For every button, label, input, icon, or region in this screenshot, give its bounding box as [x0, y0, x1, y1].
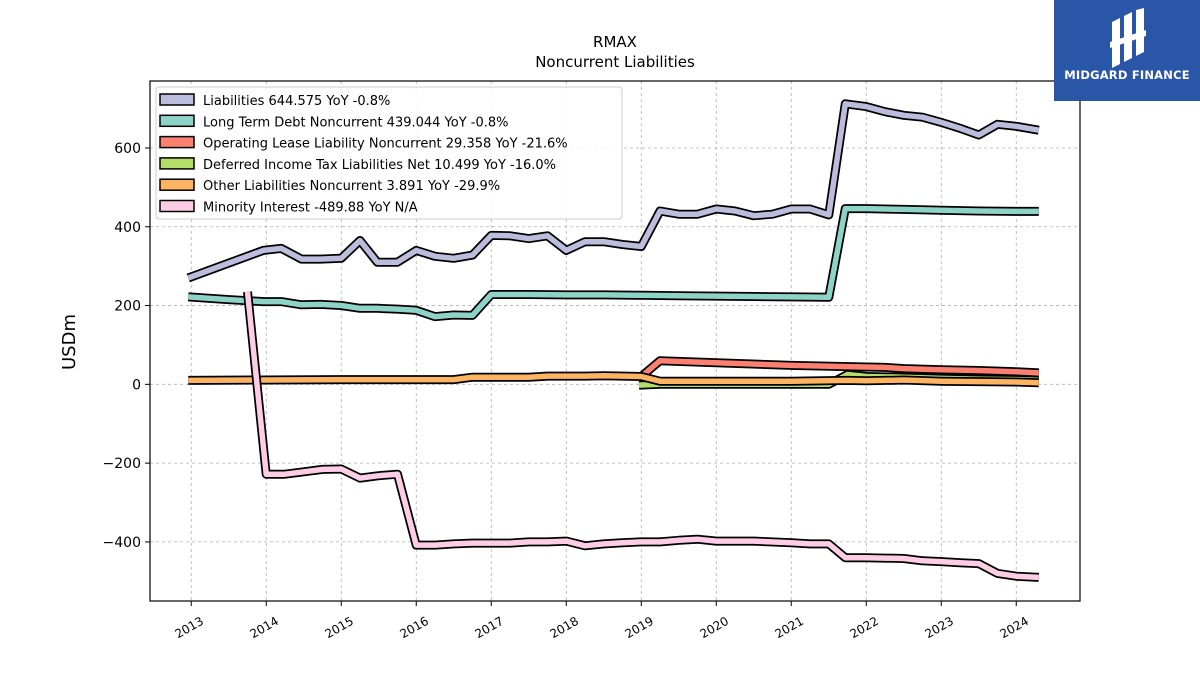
x-tick-label: 2018 [548, 614, 581, 641]
x-tick-label: 2022 [848, 614, 881, 641]
y-tick-label: −200 [103, 456, 141, 472]
x-tick-label: 2021 [773, 614, 806, 641]
series-line [187, 101, 1040, 281]
x-tick-label: 2024 [998, 614, 1031, 641]
y-tick-label: 600 [114, 141, 141, 157]
series-2 [638, 356, 1040, 380]
series-group [186, 99, 1040, 582]
chart-title: RMAX [593, 33, 637, 51]
x-tick-label: 2016 [398, 614, 431, 641]
y-tick-label: −400 [103, 535, 141, 551]
legend-label: Long Term Debt Noncurrent 439.044 YoY -0… [203, 115, 509, 130]
x-tick-label: 2023 [923, 614, 956, 641]
legend-box [155, 86, 623, 220]
plot-frame [149, 80, 1081, 602]
chart-subtitle: Noncurrent Liabilities [535, 53, 695, 71]
y-axis-label: USDm [59, 314, 80, 370]
logo-mark-icon [1110, 8, 1146, 68]
series-line [639, 357, 1039, 379]
legend-swatch [159, 199, 195, 213]
x-tick-label: 2015 [323, 614, 356, 641]
legend-label: Liabilities 644.575 YoY -0.8% [203, 94, 390, 109]
legend-swatch [159, 157, 195, 170]
series-line [188, 205, 1039, 320]
y-tick-label: 200 [114, 299, 141, 315]
legend-swatch [159, 178, 195, 191]
legend-swatch [159, 135, 195, 149]
x-tick-label: 2020 [698, 614, 731, 641]
legend-label: Operating Lease Liability Noncurrent 29.… [203, 137, 568, 152]
series-1 [187, 204, 1039, 322]
midgard-finance-logo: MIDGARD FINANCE [1054, 0, 1200, 101]
legend-label: Deferred Income Tax Liabilities Net 10.4… [203, 158, 556, 173]
x-tick-label: 2013 [173, 614, 206, 641]
series-0 [186, 99, 1040, 283]
logo-brand-text: MIDGARD FINANCE [1064, 68, 1190, 82]
series-line-outline [243, 291, 1040, 582]
y-axis: −400 −200 0 200 400 600 [103, 141, 150, 551]
series-5 [243, 291, 1040, 582]
x-tick-label: 2019 [623, 614, 656, 641]
legend-swatch [159, 114, 195, 128]
legend-label: Other Liabilities Noncurrent 3.891 YoY -… [203, 179, 500, 194]
legend: Liabilities 644.575 YoY -0.8% Long Term D… [155, 86, 623, 220]
legend-swatch [159, 93, 195, 106]
x-axis: 2013 2014 2015 2016 2017 2018 2019 2020 2021 2022… [173, 601, 1031, 641]
y-tick-label: 400 [114, 220, 141, 236]
series-line [188, 372, 1039, 386]
legend-label: Minority Interest -489.88 YoY N/A [203, 201, 418, 216]
series-4 [188, 371, 1039, 388]
x-tick-label: 2014 [248, 614, 281, 641]
y-tick-label: 0 [132, 377, 141, 393]
x-tick-label: 2017 [473, 614, 506, 641]
series-line [244, 291, 1039, 581]
